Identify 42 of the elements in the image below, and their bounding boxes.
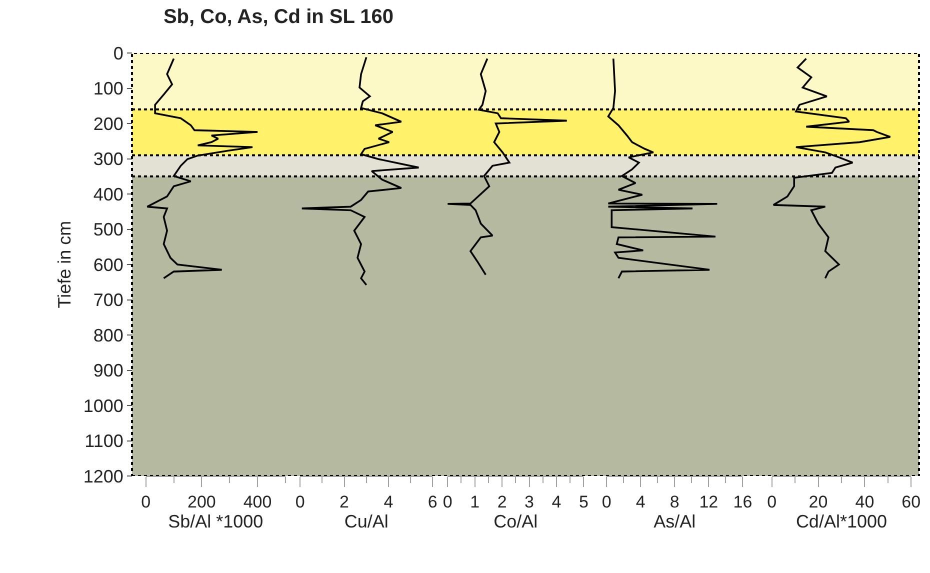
y-tick-label: 900: [93, 360, 124, 381]
y-tick-label: 200: [93, 114, 124, 134]
chart-title: Sb, Co, As, Cd in SL 160: [163, 6, 394, 28]
x-tick-label: 0: [442, 492, 452, 512]
x-axis-title: As/Al: [654, 512, 696, 532]
x-tick-label: 12: [699, 492, 718, 512]
x-tick-label: 16: [733, 492, 752, 512]
x-tick-label: 2: [340, 492, 350, 512]
x-tick-label: 400: [243, 492, 272, 512]
x-tick-label: 40: [855, 492, 874, 512]
x-axis-title: Co/Al: [494, 512, 538, 532]
x-tick-label: 4: [552, 492, 562, 512]
x-tick-label: 0: [141, 492, 151, 512]
y-tick-label: 700: [93, 290, 124, 310]
y-tick-label: 600: [93, 254, 124, 275]
x-axis-title: Sb/Al *1000: [168, 512, 264, 532]
y-tick-label: 0: [113, 43, 124, 64]
x-tick-label: 60: [902, 492, 921, 512]
x-tick-label: 0: [295, 492, 305, 512]
y-tick-label: 1000: [83, 396, 124, 416]
y-tick-label: 1100: [84, 431, 124, 452]
x-tick-label: 3: [524, 492, 534, 512]
x-tick-label: 0: [602, 492, 612, 512]
y-tick-label: 1200: [83, 466, 124, 486]
y-axis-title: Tiefe in cm: [54, 220, 75, 308]
x-tick-label: 4: [384, 492, 394, 512]
y-tick-label: 400: [93, 184, 124, 204]
x-tick-label: 2: [497, 492, 507, 512]
y-tick-label: 500: [93, 220, 124, 240]
x-axis-title: Cu/Al: [344, 512, 388, 532]
x-tick-label: 4: [636, 492, 646, 512]
x-tick-label: 20: [808, 492, 828, 512]
x-tick-label: 6: [428, 492, 438, 512]
y-tick-label: 300: [93, 149, 124, 170]
y-tick-label: 100: [93, 78, 124, 99]
x-tick-label: 200: [188, 492, 216, 512]
x-tick-label: 8: [670, 492, 680, 512]
x-tick-label: 0: [767, 492, 777, 512]
x-axis-title: Cd/Al*1000: [796, 512, 888, 532]
x-tick-label: 5: [579, 492, 588, 512]
y-tick-label: 800: [93, 325, 124, 346]
x-tick-label: 1: [470, 492, 480, 512]
